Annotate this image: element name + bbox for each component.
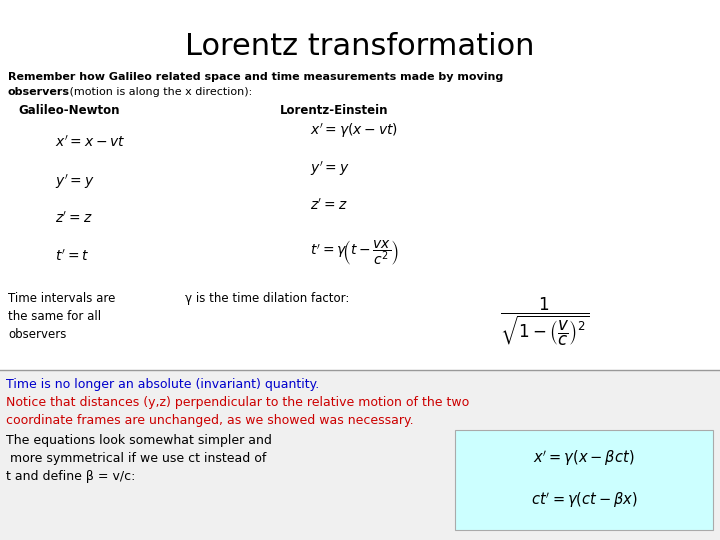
Text: $z' = z$: $z' = z$ [55, 211, 93, 226]
Text: the same for all: the same for all [8, 310, 101, 323]
Text: $ct' = \gamma(ct - \beta x)$: $ct' = \gamma(ct - \beta x)$ [531, 490, 637, 510]
Bar [0, 370, 720, 540]
Text: Lorentz-Einstein: Lorentz-Einstein [280, 104, 389, 117]
Text: observers: observers [8, 328, 66, 341]
Text: $x' = x - vt$: $x' = x - vt$ [55, 135, 126, 150]
Text: $y' = y$: $y' = y$ [310, 160, 350, 178]
Text: coordinate frames are unchanged, as we showed was necessary.: coordinate frames are unchanged, as we s… [6, 414, 413, 427]
Text: (motion is along the x direction):: (motion is along the x direction): [66, 87, 252, 97]
Text: t and define β = v/c:: t and define β = v/c: [6, 470, 135, 483]
Text: Notice that distances (y,z) perpendicular to the relative motion of the two: Notice that distances (y,z) perpendicula… [6, 396, 469, 409]
Text: $z' = z$: $z' = z$ [310, 198, 348, 213]
Text: $\dfrac{1}{\sqrt{1 - \left(\dfrac{v}{c}\right)^2}}$: $\dfrac{1}{\sqrt{1 - \left(\dfrac{v}{c}\… [500, 295, 590, 348]
Text: γ is the time dilation factor:: γ is the time dilation factor: [185, 292, 349, 305]
Text: $x' = \gamma(x - vt)$: $x' = \gamma(x - vt)$ [310, 122, 398, 140]
Text: Galileo-Newton: Galileo-Newton [18, 104, 120, 117]
Text: $t' = \gamma\!\left(t - \dfrac{vx}{c^2}\right)$: $t' = \gamma\!\left(t - \dfrac{vx}{c^2}\… [310, 238, 400, 267]
Text: Time intervals are: Time intervals are [8, 292, 115, 305]
Text: Remember how Galileo related space and time measurements made by moving: Remember how Galileo related space and t… [8, 72, 503, 82]
Bar [455, 430, 713, 530]
Text: Time is no longer an absolute (invariant) quantity.: Time is no longer an absolute (invariant… [6, 378, 319, 391]
Text: $x' = \gamma(x - \beta ct)$: $x' = \gamma(x - \beta ct)$ [534, 448, 635, 468]
Text: $y' = y$: $y' = y$ [55, 173, 95, 191]
Text: observers: observers [8, 87, 70, 97]
Text: The equations look somewhat simpler and: The equations look somewhat simpler and [6, 434, 272, 447]
Text: Lorentz transformation: Lorentz transformation [185, 32, 535, 61]
Text: more symmetrical if we use ct instead of: more symmetrical if we use ct instead of [6, 452, 266, 465]
Text: $t' = t$: $t' = t$ [55, 249, 89, 264]
